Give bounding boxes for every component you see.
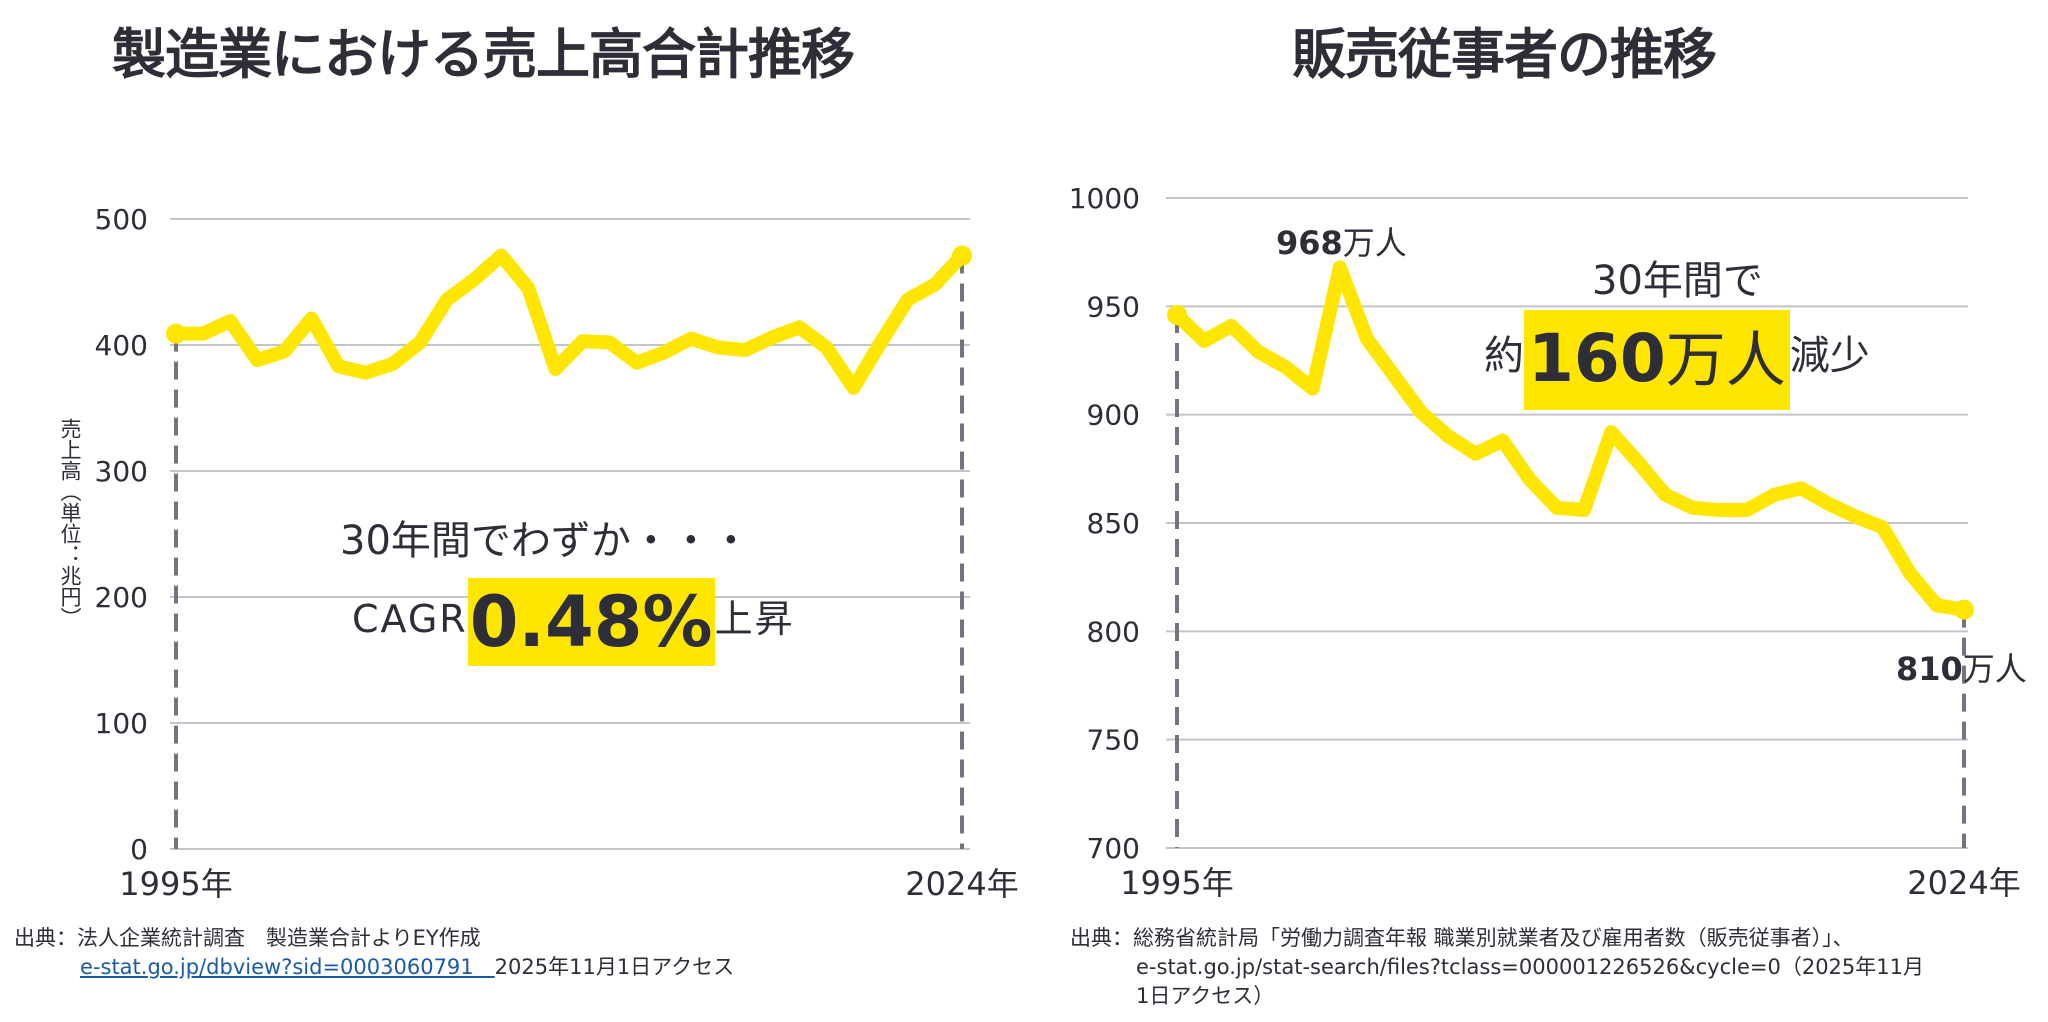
y-tick-label: 300 — [95, 455, 148, 488]
y-tick-label: 850 — [1087, 507, 1140, 540]
left-x-tick-end: 2024年 — [905, 865, 1018, 903]
right-marks — [1167, 260, 1974, 848]
peak-unit: 万人 — [1342, 224, 1407, 262]
end-marker — [1954, 599, 1974, 620]
y-tick-label: 750 — [1087, 724, 1140, 757]
left-y-ticks: 0 100 200 300 400 500 — [95, 203, 148, 866]
end-data-label: 810万人 — [1896, 644, 2027, 690]
decrease-suffix: 減少 — [1789, 333, 1870, 379]
left-source-link[interactable]: e-stat.go.jp/dbview?sid=0003060791 — [80, 955, 495, 979]
start-marker — [1167, 305, 1187, 325]
y-tick-label: 0 — [130, 833, 148, 866]
left-x-tick-start: 1995年 — [119, 865, 232, 903]
cagr-value-highlight: 0.48% — [467, 578, 715, 666]
right-source-text: 出典：総務省統計局「労働力調査年報 職業別就業者及び雇用者数（販売従事者）」、 — [1070, 926, 1854, 950]
left-source-access: 2025年11月1日アクセス — [494, 955, 735, 979]
right-x-tick-end: 2024年 — [1907, 864, 2020, 902]
right-x-tick-start: 1995年 — [1120, 864, 1233, 902]
start-marker — [166, 323, 186, 344]
y-tick-label: 950 — [1087, 290, 1140, 323]
decrease-value: 160 — [1528, 320, 1666, 397]
series-line — [169, 248, 969, 395]
y-tick-label: 900 — [1087, 399, 1140, 432]
left-marks — [166, 245, 972, 849]
left-annotation-cagr: CAGR0.48%上昇 — [352, 578, 795, 666]
y-tick-label: 400 — [95, 329, 148, 362]
left-source-link-line: e-stat.go.jp/dbview?sid=0003060791 2025年… — [14, 953, 734, 982]
cagr-prefix: CAGR — [352, 597, 468, 641]
left-y-axis-label: 売上高（単位：兆円） — [58, 418, 82, 628]
left-annotation-line1: 30年間でわずか・・・ — [340, 518, 751, 564]
y-tick-label: 1000 — [1069, 182, 1140, 215]
right-annotation-line1: 30年間で — [1592, 258, 1763, 304]
end-unit: 万人 — [1962, 650, 2027, 688]
peak-data-label: 968万人 — [1276, 218, 1407, 264]
left-source-note: 出典：法人企業統計調査 製造業合計よりEY作成 e-stat.go.jp/dbv… — [14, 924, 734, 982]
right-annotation-decrease: 約160万人 減少 — [1484, 310, 1870, 410]
y-tick-label: 800 — [1087, 615, 1140, 648]
right-chart-title: 販売従事者の推移 — [1292, 23, 1717, 86]
right-gridlines — [1166, 197, 1968, 849]
decrease-prefix: 約 — [1484, 333, 1524, 379]
right-source-access: 1日アクセス） — [1136, 984, 1275, 1008]
cagr-suffix: 上昇 — [714, 597, 795, 641]
right-y-ticks: 700 750 800 850 900 950 1000 — [1069, 182, 1140, 865]
right-source-url: e-stat.go.jp/stat-search/files?tclass=00… — [1136, 955, 1924, 979]
left-source-text: 出典：法人企業統計調査 製造業合計よりEY作成 — [14, 926, 481, 950]
decrease-value-highlight: 160万人 — [1524, 310, 1790, 410]
series-line — [1170, 260, 1971, 617]
y-tick-label: 500 — [95, 203, 148, 236]
peak-value: 968 — [1276, 224, 1343, 262]
left-chart-title: 製造業における売上高合計推移 — [112, 23, 855, 86]
right-source-note: 出典：総務省統計局「労働力調査年報 職業別就業者及び雇用者数（販売従事者）」、 … — [1070, 924, 1924, 1011]
y-tick-label: 100 — [95, 707, 148, 740]
y-tick-label: 700 — [1087, 832, 1140, 865]
end-value: 810 — [1896, 650, 1963, 688]
end-marker — [952, 245, 972, 266]
decrease-unit: 万人 — [1665, 326, 1786, 396]
y-tick-label: 200 — [95, 581, 148, 614]
